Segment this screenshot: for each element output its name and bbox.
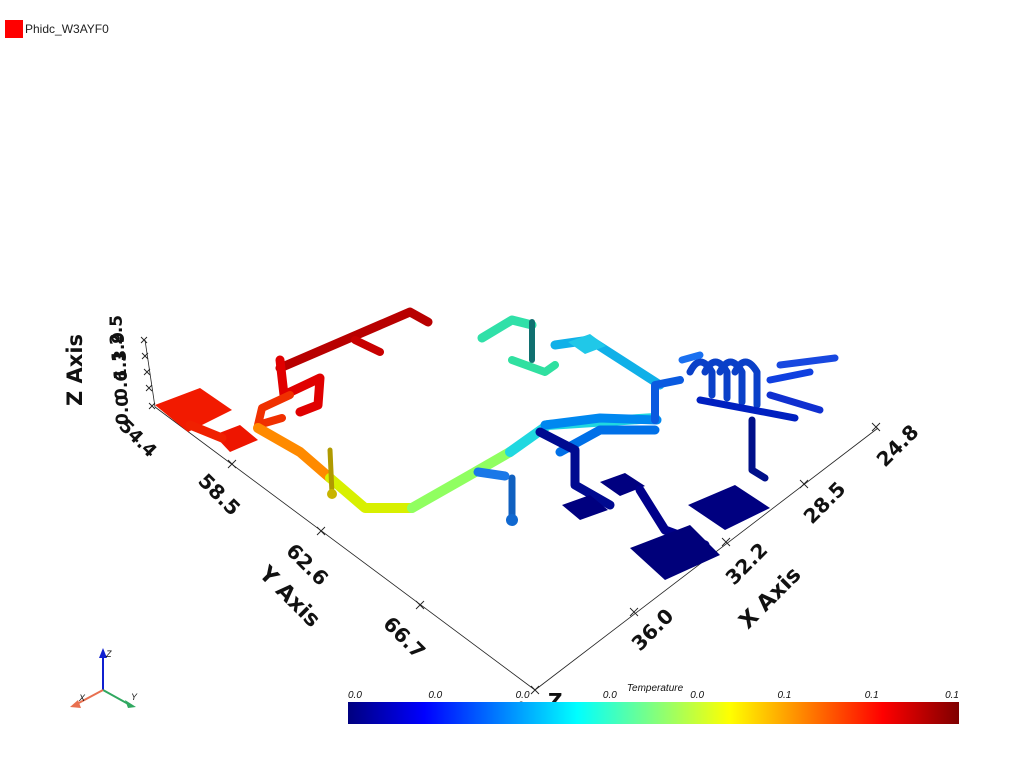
pad-red-small <box>214 425 258 452</box>
pad-navy-1 <box>562 495 608 520</box>
pipe-trunk-yellow <box>325 473 417 513</box>
pipe-blue-elbow <box>473 467 510 481</box>
z-tick-1 <box>140 336 148 344</box>
tick-marks <box>140 336 881 695</box>
pump-coil-1 <box>686 358 716 399</box>
pipe-teal-bottom <box>508 356 559 376</box>
z-tick-label-5: 2.5 <box>107 315 127 345</box>
pipe-red-top <box>275 307 433 373</box>
y-axis-line <box>154 406 536 691</box>
colorbar-tick-label: 0.0 <box>690 690 704 701</box>
orientation-triad: Z Y X <box>70 648 138 708</box>
colorbar-tick-label: 0.1 <box>945 690 959 701</box>
y-tick-label-4: 66.7 <box>378 612 430 664</box>
triad-y-arrow <box>125 700 136 708</box>
z-axis-ticks: 0.0 0.6 1.3 1.9 2.5 <box>107 315 133 425</box>
pipe-red-branch <box>351 336 384 356</box>
x-tick-4 <box>871 422 881 432</box>
pipe-navy-3 <box>748 416 769 482</box>
pipe-blue-up <box>651 376 684 424</box>
pump-pipe-4 <box>766 368 814 384</box>
pipe-blue-1 <box>540 413 662 430</box>
pad-navy-large-1 <box>630 525 720 580</box>
pump-pipe-2 <box>766 391 824 414</box>
z-tick-label-4: 1.9 <box>109 332 129 362</box>
z-tick-2 <box>141 352 149 360</box>
colorbar-tick-label: 0.1 <box>777 690 791 701</box>
colorbar-tick-label: 0.0 <box>516 690 530 701</box>
y-tick-3 <box>415 600 425 610</box>
pipe-red-link <box>185 420 227 443</box>
node-yellow <box>327 489 337 499</box>
pump-pipe-3 <box>776 354 839 369</box>
colorbar-tick-label: 0.0 <box>603 690 617 701</box>
legend-swatch <box>5 20 23 38</box>
pump-coil-3 <box>716 358 746 406</box>
colorbar-ticks: 0.0 0.0 0.0 0.0 0.0 0.1 0.1 0.1 <box>348 690 959 701</box>
origin-tick <box>530 685 540 695</box>
pipe-teal-top <box>477 315 537 343</box>
colorbar-title: Temperature <box>627 683 684 694</box>
colorbar-tick-label: 0.1 <box>865 690 879 701</box>
z-tick-label-1: 0.0 <box>113 395 133 425</box>
pipe-red-loop <box>254 391 294 429</box>
pipe-trunk-orange <box>253 423 335 483</box>
z-tick-4 <box>145 384 153 392</box>
pipe-riser-yellow <box>327 447 335 497</box>
pump-pipe-1 <box>696 396 799 422</box>
z-axis-line <box>144 339 156 408</box>
pump-coil-2 <box>701 358 731 402</box>
pipe-red-drop <box>275 355 325 417</box>
x-tick-3 <box>799 479 809 489</box>
y-tick-2 <box>316 526 326 536</box>
x-tick-1 <box>629 607 639 617</box>
z-tick-label-2: 0.6 <box>112 370 132 400</box>
pad-red-large <box>155 388 232 432</box>
triad-z-arrow <box>99 648 107 658</box>
z-axis-label: Z Axis <box>63 334 87 406</box>
x-tick-label-3: 28.5 <box>799 477 851 529</box>
y-tick-label-2: 58.5 <box>193 469 245 521</box>
x-tick-label-4: 24.8 <box>872 420 924 472</box>
triad-x-label: X <box>78 693 86 703</box>
legend: Phidc_W3AYF0 <box>5 20 109 38</box>
x-tick-label-2: 32.2 <box>721 538 773 590</box>
triad-z-label: Z <box>105 649 112 659</box>
triad-y-label: Y <box>131 692 138 702</box>
colorbar-ramp <box>348 702 959 724</box>
z-tick-5 <box>148 402 156 410</box>
pump-cluster <box>678 351 839 422</box>
x-tick-2 <box>721 537 731 547</box>
y-axis-ticks: 54.4 58.5 62.6 66.7 <box>114 416 430 664</box>
colorbar-tick-label: 0.0 <box>428 690 442 701</box>
triad-x-arrow <box>70 700 81 708</box>
pipe-navy-1 <box>535 427 615 510</box>
legend-label: Phidc_W3AYF0 <box>25 22 109 36</box>
node-blue <box>506 514 518 526</box>
y-tick-1 <box>227 459 237 469</box>
triad-x-axis <box>74 689 104 706</box>
pipe-trunk-green <box>407 447 515 513</box>
pump-coil-4 <box>731 358 761 409</box>
pipe-network[interactable] <box>155 307 839 580</box>
triad-y-axis <box>102 689 131 706</box>
colorbar-tick-label: 0.0 <box>348 690 362 701</box>
z-tick-label-3: 1.3 <box>111 350 131 380</box>
z-tick-3 <box>143 368 151 376</box>
pad-navy-large-2 <box>688 485 770 530</box>
pipe-cyan-right <box>550 335 665 390</box>
pad-cyan <box>568 334 606 354</box>
colorbar: Temperature 0.0 0.0 0.0 0.0 0.0 0.1 0.1 0.1 <box>348 683 959 724</box>
pump-pipe-5 <box>678 351 704 364</box>
pad-navy-2 <box>600 473 645 496</box>
